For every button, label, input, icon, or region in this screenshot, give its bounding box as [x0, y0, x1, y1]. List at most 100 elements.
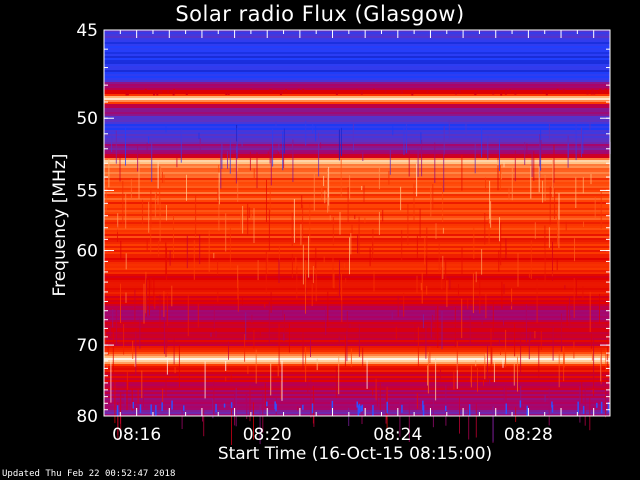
heatmap-row [104, 234, 610, 236]
heatmap-streak [493, 362, 495, 383]
heatmap-row [104, 250, 610, 252]
heatmap-streak [540, 331, 542, 350]
heatmap-speckle [599, 88, 602, 92]
heatmap-speckle [458, 90, 461, 94]
heatmap-streak [312, 123, 314, 134]
heatmap-row [104, 254, 610, 256]
heatmap-streak [344, 335, 346, 367]
heatmap-streak [329, 215, 331, 221]
heatmap-streak [278, 259, 280, 283]
heatmap-streak [302, 404, 304, 410]
heatmap-streak [461, 247, 463, 274]
heatmap-streak [593, 377, 595, 397]
heatmap-streak [122, 181, 124, 224]
heatmap-row [104, 360, 610, 362]
heatmap-streak [544, 225, 546, 249]
heatmap-row [104, 116, 610, 118]
heatmap-streak [246, 393, 248, 419]
x-tick-label: 08:20 [243, 425, 292, 445]
heatmap-streak [337, 291, 339, 296]
heatmap-streak [531, 152, 533, 177]
heatmap-row [104, 124, 610, 126]
heatmap-row [104, 136, 610, 138]
heatmap-row [104, 66, 610, 68]
heatmap-row [104, 80, 610, 82]
heatmap-streak [443, 152, 445, 192]
heatmap-streak [157, 195, 159, 205]
heatmap-streak [213, 305, 215, 329]
heatmap-speckle [562, 89, 565, 93]
heatmap-row [104, 142, 610, 144]
heatmap-streak [124, 393, 126, 405]
heatmap-streak [438, 241, 440, 273]
heatmap-row [104, 228, 610, 230]
heatmap-streak [274, 401, 276, 410]
heatmap-streak [408, 401, 410, 442]
heatmap-streak [552, 241, 553, 281]
heatmap-streak [282, 131, 284, 171]
heatmap-speckle [126, 92, 129, 96]
heatmap-streak [208, 230, 210, 272]
heatmap-row [104, 42, 610, 44]
x-tick-label: 08:24 [373, 425, 422, 445]
heatmap-streak [542, 180, 544, 203]
heatmap-streak [230, 374, 232, 382]
heatmap-streak [204, 361, 206, 399]
heatmap-streak [112, 309, 114, 328]
heatmap-row [104, 162, 610, 164]
heatmap-streak [350, 233, 352, 255]
heatmap-streak [470, 376, 471, 383]
heatmap-row [104, 272, 610, 274]
heatmap-row [104, 208, 610, 210]
heatmap-streak [445, 405, 447, 412]
heatmap-streak [459, 396, 460, 434]
heatmap-streak [173, 215, 174, 259]
heatmap-row [104, 122, 610, 124]
heatmap-streak [558, 193, 560, 220]
heatmap-streak [332, 217, 334, 246]
heatmap-streak [283, 333, 285, 341]
heatmap-streak [448, 120, 450, 143]
heatmap-streak [528, 338, 530, 360]
heatmap-row [104, 134, 610, 136]
heatmap-streak [505, 384, 507, 402]
heatmap-row [104, 302, 610, 304]
heatmap-streak [288, 323, 290, 353]
heatmap-row [104, 334, 610, 336]
heatmap-row [104, 68, 610, 70]
heatmap-streak [302, 244, 304, 285]
heatmap-row [104, 160, 610, 162]
heatmap-streak [309, 204, 311, 243]
heatmap-streak [293, 199, 295, 243]
heatmap-streak [366, 360, 368, 389]
heatmap-streak [105, 184, 107, 211]
heatmap-row [104, 190, 610, 192]
heatmap-streak [126, 380, 128, 411]
heatmap-row [104, 358, 610, 360]
heatmap-streak [125, 193, 127, 229]
heatmap-row [104, 200, 610, 202]
heatmap-row [104, 86, 610, 88]
heatmap-row [104, 180, 610, 182]
y-tick-label: 60 [76, 242, 98, 262]
heatmap-streak [109, 326, 111, 337]
heatmap-streak [426, 227, 428, 256]
heatmap-streak [514, 150, 516, 182]
heatmap-streak [241, 141, 243, 147]
heatmap-speckle [285, 89, 288, 93]
heatmap-streak [307, 377, 309, 393]
heatmap-streak [442, 227, 444, 234]
heatmap-streak [218, 182, 220, 199]
heatmap-row [104, 396, 610, 398]
heatmap-row [104, 56, 610, 58]
heatmap-speckle [289, 90, 292, 94]
heatmap-streak [403, 293, 405, 317]
heatmap-streak [575, 276, 577, 299]
heatmap-streak [130, 179, 132, 199]
heatmap-streak [339, 212, 341, 235]
heatmap-streak [217, 260, 219, 275]
heatmap-row [104, 38, 610, 40]
heatmap-row [104, 102, 610, 104]
heatmap-row [104, 266, 610, 268]
heatmap-streak [257, 260, 259, 281]
